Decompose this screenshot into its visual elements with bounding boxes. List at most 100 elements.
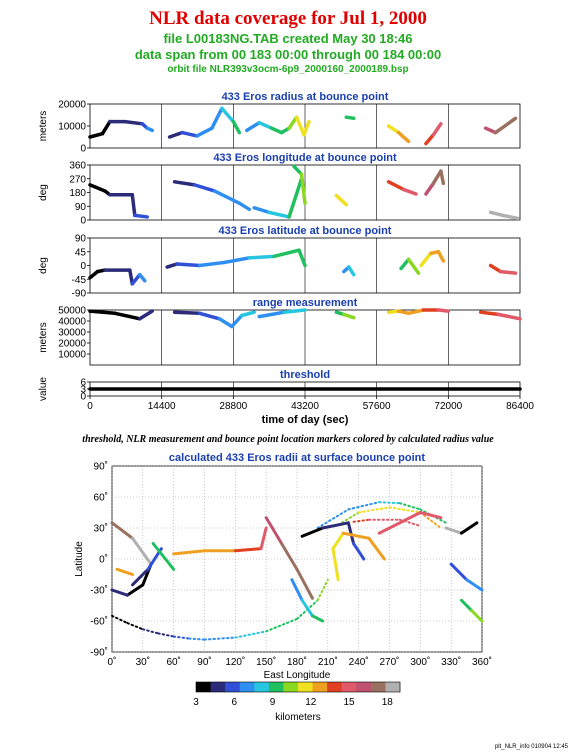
map-data-mark [470, 609, 484, 623]
data-mark [222, 256, 252, 265]
data-mark [257, 310, 286, 319]
data-mark [287, 177, 304, 219]
x-tick-label: 72000 [434, 401, 462, 412]
map-x-tick-label: 300˚ [410, 656, 430, 668]
data-mark [396, 130, 411, 144]
map-x-tick-label: 330˚ [441, 656, 461, 668]
data-mark [247, 254, 276, 260]
colorbar-frame [195, 681, 401, 693]
data-mark [297, 248, 307, 268]
data-mark [493, 116, 518, 135]
map-data-mark [388, 506, 422, 514]
colorbar: 3 6 9 12 15 18 kilometers [193, 681, 401, 723]
colorbar-swatch [312, 682, 328, 692]
map-data-mark [300, 598, 314, 618]
data-mark [88, 309, 117, 316]
data-mark [344, 115, 356, 121]
y-axis-label: value [38, 377, 49, 401]
map-y-tick-label: 30˚ [94, 523, 108, 535]
colorbar-swatch [196, 682, 212, 692]
map-data-mark [316, 578, 329, 602]
data-mark [424, 181, 436, 196]
data-mark [217, 317, 234, 329]
map-data-mark [418, 511, 443, 520]
y-tick-label: 20000 [58, 100, 86, 111]
data-mark [130, 272, 142, 286]
data-mark [167, 130, 184, 139]
map-x-tick-label: 0˚ [108, 656, 117, 668]
map-data-mark [233, 547, 263, 553]
file-info-line: file L00183NG.TAB created May 30 18:46 [163, 31, 413, 46]
data-mark [123, 119, 145, 126]
map-x-tick-label: 210˚ [318, 656, 338, 668]
y-axis-label: deg [38, 257, 49, 274]
footer-stamp: plt_NLR_info 010904 12:45 [494, 744, 568, 750]
y-tick-label: 360 [69, 161, 86, 172]
colorbar-swatch [356, 682, 372, 692]
map-y-tick-label: -60˚ [90, 616, 108, 628]
data-mark [138, 272, 147, 283]
map-data-mark [321, 521, 350, 530]
panel-3: 433 Eros latitude at bounce point -90 -45 0… [38, 225, 521, 300]
map-data-mark [459, 521, 479, 535]
map-data-mark [347, 501, 381, 511]
map-data-mark [316, 508, 350, 529]
map-data-mark [459, 598, 474, 613]
map-data-mark [444, 526, 463, 535]
colorbar-swatch [225, 682, 241, 692]
colorbar-tick-label: 6 [231, 697, 237, 708]
map-y-tick-label: -30˚ [90, 585, 108, 597]
figure-caption: threshold, NLR measurement and bounce po… [82, 434, 494, 445]
map-data-mark [188, 637, 206, 641]
map-data-mark [377, 511, 422, 535]
map-data-mark [346, 521, 356, 545]
data-mark [257, 120, 274, 130]
colorbar-swatch [210, 682, 226, 692]
map-data-mark [378, 501, 401, 505]
data-mark [302, 119, 311, 137]
y-tick-label: 10000 [58, 350, 86, 361]
colorbar-swatch [341, 682, 357, 692]
colorbar-swatch [370, 682, 386, 692]
data-mark [419, 251, 433, 268]
y-tick-label: 45 [75, 247, 87, 258]
map-data-mark [203, 636, 237, 641]
data-mark [424, 133, 436, 146]
y-tick-label: 30000 [58, 328, 86, 339]
colorbar-swatch [254, 682, 270, 692]
data-mark [386, 124, 401, 135]
colorbar-swatch [239, 682, 255, 692]
data-mark [294, 115, 306, 137]
colorbar-tick-label: 18 [382, 697, 394, 708]
data-mark [478, 310, 500, 317]
colorbar-swatch [385, 682, 401, 692]
data-mark [287, 115, 299, 130]
data-mark [180, 130, 199, 138]
map-data-mark [141, 628, 160, 635]
data-mark [342, 312, 356, 320]
map-data-mark [398, 502, 422, 511]
map-y-tick-label: -90˚ [90, 647, 108, 659]
panel-title: 433 Eros latitude at bounce point [219, 225, 392, 237]
data-mark [431, 122, 443, 137]
data-mark [145, 126, 154, 133]
map-data-mark [295, 567, 314, 600]
page-title: NLR data coverage for Jul 1, 2000 [149, 8, 427, 29]
map-data-mark [163, 557, 176, 571]
data-mark [436, 308, 451, 313]
data-mark [230, 313, 244, 329]
y-tick-label: 10000 [58, 122, 86, 133]
map-data-mark [172, 549, 206, 556]
map-data-mark [280, 542, 299, 571]
map-data-mark [331, 531, 345, 551]
map-data-mark [259, 526, 268, 551]
map-panel: calculated 433 Eros radii at surface bou… [74, 452, 492, 681]
data-mark [334, 193, 349, 207]
map-data-mark [290, 578, 304, 602]
data-mark [399, 257, 411, 271]
x-tick-label: 28800 [219, 401, 247, 412]
data-mark [269, 126, 284, 135]
data-mark [252, 206, 271, 215]
colorbar-swatch [298, 682, 314, 692]
x-tick-label: 0 [87, 401, 93, 412]
